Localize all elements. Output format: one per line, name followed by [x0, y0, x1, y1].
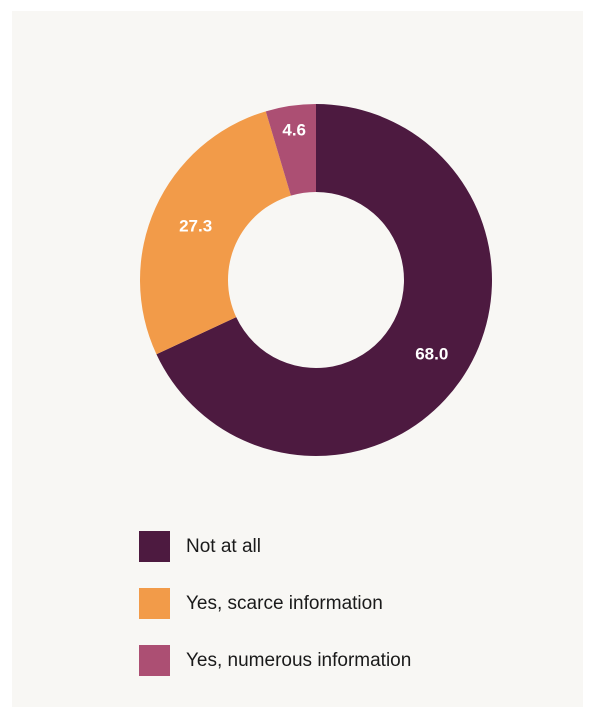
legend: Not at all Yes, scarce information Yes, … [139, 531, 411, 702]
slice-not-at-all [156, 104, 492, 456]
slices-group [139, 104, 492, 456]
legend-label-scarce-information: Yes, scarce information [186, 592, 383, 614]
chart-panel: 68.0 27.3 4.6 Not at all Yes, scarce infor… [12, 11, 583, 707]
donut-chart: 68.0 27.3 4.6 [139, 104, 492, 456]
legend-item-numerous-information: Yes, numerous information [139, 645, 411, 676]
legend-item-scarce-information: Yes, scarce information [139, 588, 411, 619]
data-labels-group: 68.0 27.3 4.6 [179, 121, 448, 364]
legend-swatch-scarce-information [139, 588, 170, 619]
legend-label-not-at-all: Not at all [186, 535, 261, 557]
data-label-not-at-all: 68.0 [415, 344, 448, 363]
data-label-scarce-information: 27.3 [179, 216, 212, 235]
slice-numerous-information [265, 104, 316, 196]
legend-label-numerous-information: Yes, numerous information [186, 649, 412, 671]
data-label-numerous-information: 4.6 [282, 121, 306, 140]
legend-swatch-numerous-information [139, 645, 170, 676]
legend-swatch-not-at-all [139, 531, 170, 562]
slice-scarce-information [139, 111, 291, 355]
legend-item-not-at-all: Not at all [139, 531, 411, 562]
